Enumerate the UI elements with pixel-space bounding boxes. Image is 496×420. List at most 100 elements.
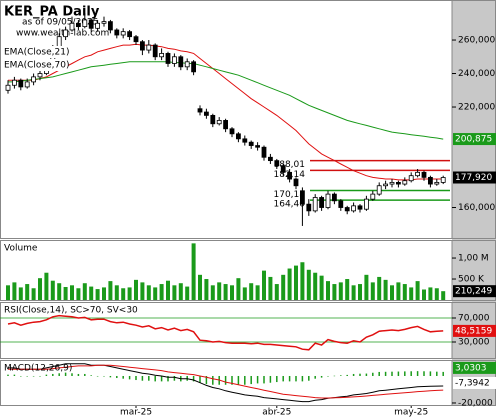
histogram-bar — [378, 371, 380, 376]
histogram-bar — [52, 373, 54, 376]
last-value-label: 177,920 — [455, 173, 492, 183]
histogram-bar — [340, 375, 342, 376]
histogram-bar — [416, 371, 419, 376]
candle-body — [139, 41, 145, 51]
histogram-bar — [346, 374, 348, 376]
panel-title: MACD(12,26,9) — [4, 364, 72, 374]
histogram-bar — [39, 375, 41, 377]
histogram-bar — [154, 375, 156, 382]
histogram-bar — [173, 375, 176, 381]
volume-bar — [409, 287, 414, 300]
candle-body — [306, 203, 312, 212]
volume-bar — [274, 284, 279, 300]
histogram-bar — [256, 375, 259, 384]
candle-body — [76, 22, 81, 28]
volume-bar — [70, 285, 74, 300]
candle-body — [88, 19, 94, 29]
candle-body — [152, 44, 158, 58]
volume-bar — [223, 284, 228, 300]
volume-bar — [121, 288, 126, 300]
volume-bar — [210, 285, 215, 300]
candle-body — [31, 76, 37, 83]
volume-bar — [262, 270, 266, 300]
histogram-bar — [160, 375, 163, 382]
candle-body — [402, 180, 408, 185]
histogram-bar — [192, 375, 195, 382]
candle-body — [114, 29, 120, 36]
volume-bar — [230, 285, 234, 300]
volume-bar — [102, 287, 106, 300]
panel-title: RSI(Close,14), SC>70, SV<30 — [4, 306, 138, 316]
candle-body — [178, 56, 184, 68]
volume-bar — [191, 243, 196, 300]
histogram-bar — [244, 375, 246, 385]
last-value-label: -7,3942 — [455, 378, 490, 388]
volume-bar — [76, 288, 81, 300]
histogram-bar — [7, 374, 9, 376]
y-tick-label: 160,000 — [458, 203, 495, 213]
volume-bar — [12, 282, 17, 300]
histogram-bar — [410, 371, 412, 376]
y-tick-label: 70,000 — [458, 314, 490, 324]
candle-body — [101, 21, 107, 24]
candle-body — [223, 120, 229, 130]
candle-body — [18, 79, 24, 88]
histogram-bar — [231, 375, 233, 385]
histogram-bar — [167, 375, 169, 382]
candle-body — [63, 29, 68, 38]
volume-bar — [332, 284, 337, 300]
candle-body — [184, 61, 190, 68]
level-label: 170,18 — [274, 190, 306, 200]
volume-bar — [402, 284, 407, 300]
histogram-bar — [263, 375, 265, 384]
candle-body — [261, 146, 267, 158]
candle-body — [133, 36, 139, 43]
last-value-box — [453, 171, 496, 184]
rsi-line — [7, 314, 444, 351]
legend-bg — [2, 46, 68, 58]
candle-body — [255, 145, 261, 148]
macd-line — [8, 364, 444, 399]
histogram-bar — [282, 375, 284, 382]
volume-bar — [415, 281, 420, 300]
candle-body — [434, 181, 440, 185]
histogram-bar — [13, 374, 16, 376]
candle-body — [299, 190, 305, 205]
candle-body — [197, 108, 203, 113]
level-label: 188,01 — [274, 160, 306, 170]
volume-bar — [114, 285, 119, 300]
volume-bar — [294, 265, 298, 300]
candle-body — [363, 198, 369, 210]
subtitle: as of 09/05/2025 — [22, 18, 98, 28]
candle-body — [421, 171, 427, 178]
volume-bar — [166, 280, 170, 300]
y-tick-label: 220,000 — [458, 103, 495, 113]
volume-bar — [287, 268, 292, 300]
histogram-bar — [320, 375, 323, 378]
volume-bar — [50, 280, 55, 300]
histogram-bar — [333, 375, 336, 377]
candle-body — [344, 207, 350, 212]
last-value-box — [453, 376, 496, 389]
legend-bg — [2, 59, 68, 71]
candle-body — [389, 181, 395, 185]
last-value-box — [453, 361, 496, 374]
volume-bar — [63, 286, 68, 300]
ema-line — [8, 43, 444, 181]
histogram-bar — [84, 373, 86, 376]
histogram-bar — [314, 375, 316, 379]
candle-body — [267, 156, 273, 162]
volume-bar — [313, 272, 318, 300]
volume-bar — [377, 276, 382, 300]
candle-body — [210, 114, 216, 125]
candle-body — [24, 81, 30, 88]
histogram-bar — [199, 375, 201, 383]
histogram-bar — [116, 375, 118, 379]
volume-bar — [390, 285, 394, 300]
histogram-bar — [423, 371, 425, 376]
y-tick-label: 240,000 — [458, 69, 495, 79]
histogram-bar — [135, 375, 137, 381]
volume-bar — [178, 283, 183, 300]
histogram-bar — [205, 375, 208, 385]
